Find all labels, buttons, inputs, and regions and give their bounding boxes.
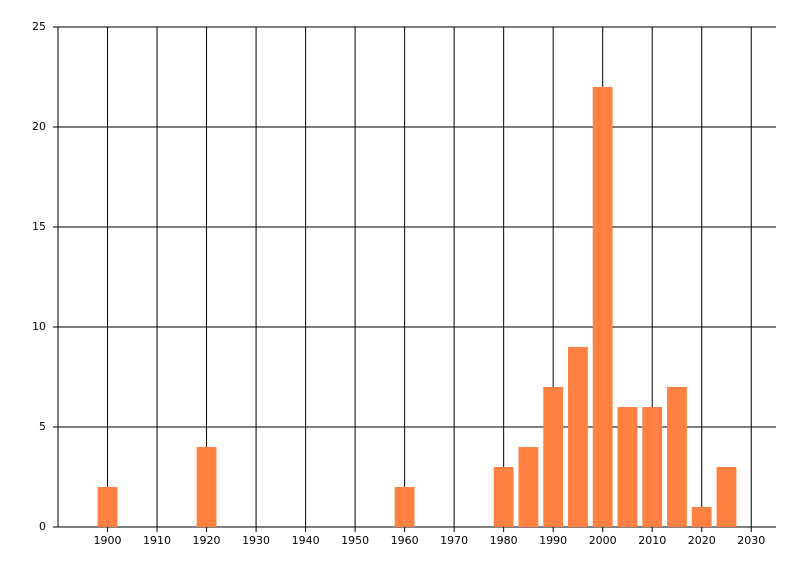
x-tick-label: 1950 xyxy=(341,534,369,547)
bar xyxy=(592,87,613,527)
x-tick-label: 1910 xyxy=(143,534,171,547)
bar xyxy=(196,447,217,527)
bar xyxy=(518,447,539,527)
bar xyxy=(543,387,564,527)
bar xyxy=(394,487,415,527)
x-tick-label: 1900 xyxy=(94,534,122,547)
x-tick-label: 1980 xyxy=(490,534,518,547)
bar xyxy=(642,407,663,527)
x-tick-label: 2000 xyxy=(589,534,617,547)
x-tick-label: 2010 xyxy=(638,534,666,547)
y-tick-label: 10 xyxy=(32,320,46,333)
bar xyxy=(568,347,588,527)
x-tick-label: 1990 xyxy=(539,534,567,547)
x-tick-label: 1920 xyxy=(193,534,221,547)
y-tick-label: 20 xyxy=(32,120,46,133)
x-tick-label: 1960 xyxy=(391,534,419,547)
bar xyxy=(667,387,687,527)
bar xyxy=(716,467,737,527)
bar xyxy=(691,507,712,527)
bar xyxy=(97,487,118,527)
x-tick-label: 2030 xyxy=(737,534,765,547)
x-tick-label: 2020 xyxy=(688,534,716,547)
bar xyxy=(617,407,638,527)
y-tick-label: 25 xyxy=(32,20,46,33)
x-tick-label: 1930 xyxy=(242,534,270,547)
y-tick-label: 0 xyxy=(39,520,46,533)
x-tick-label: 1970 xyxy=(440,534,468,547)
y-tick-label: 15 xyxy=(32,220,46,233)
y-tick-label: 5 xyxy=(39,420,46,433)
x-tick-label: 1940 xyxy=(292,534,320,547)
bar xyxy=(493,467,514,527)
